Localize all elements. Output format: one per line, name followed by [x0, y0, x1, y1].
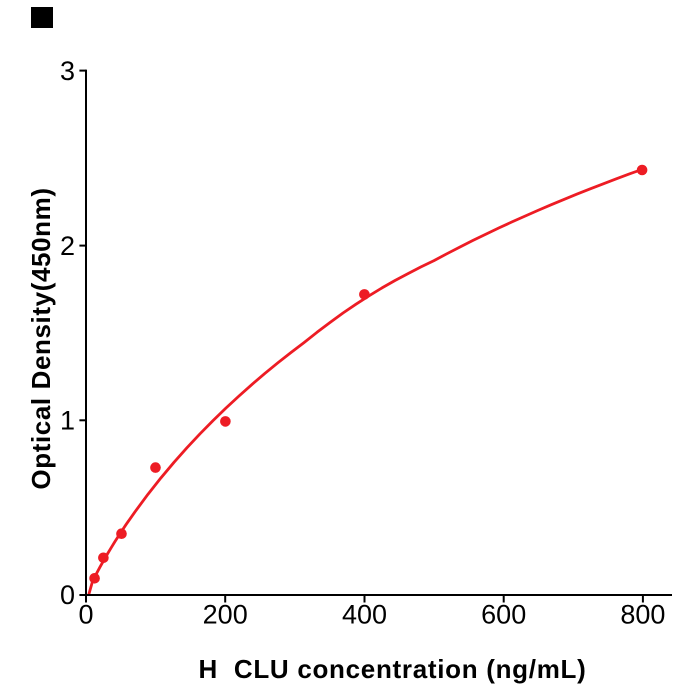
- svg-text:0: 0: [60, 580, 75, 610]
- svg-text:600: 600: [481, 600, 526, 630]
- svg-text:3: 3: [60, 56, 75, 86]
- svg-text:800: 800: [620, 600, 665, 630]
- svg-text:2: 2: [60, 231, 75, 261]
- svg-text:0: 0: [78, 600, 93, 630]
- svg-text:H CLU concentration (ng/mL): H CLU concentration (ng/mL): [199, 654, 587, 684]
- svg-text:400: 400: [342, 600, 387, 630]
- svg-text:Optical Density(450nm): Optical Density(450nm): [26, 187, 56, 489]
- svg-text:200: 200: [203, 600, 248, 630]
- svg-text:1: 1: [60, 406, 75, 436]
